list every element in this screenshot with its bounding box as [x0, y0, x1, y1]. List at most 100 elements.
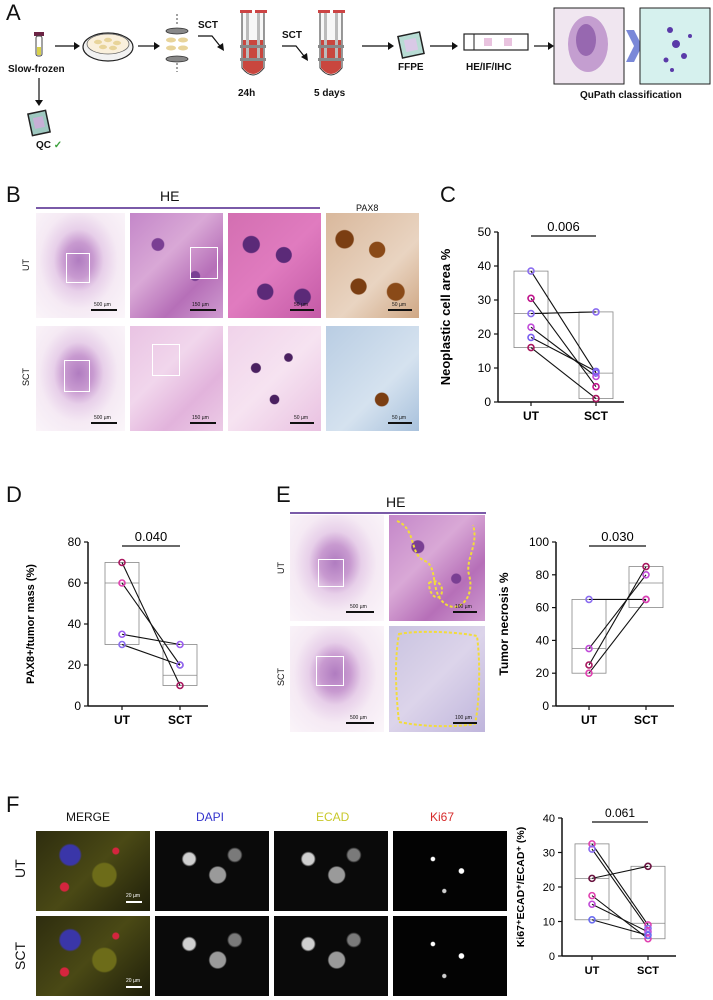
ffpe-block-icon [397, 31, 425, 59]
data-point-ut [527, 333, 535, 342]
tissue-slices-icon [165, 14, 189, 72]
check-icon: ✓ [53, 140, 63, 151]
scale-label: 50 µm [392, 302, 406, 308]
if-ki67-sct [393, 916, 507, 996]
y-axis-label: Ki67⁺ECAD⁺/ECAD⁺ (%) [515, 827, 527, 947]
pair-line [530, 347, 597, 400]
he-micrograph-ut-low: 500 µm [36, 213, 125, 318]
arrow-icon [138, 42, 160, 50]
panel-label-d: D [6, 482, 22, 507]
row-label-ut-e: UT [276, 562, 286, 574]
zoom-box [64, 360, 90, 392]
sct-label-top: SCT [198, 20, 218, 31]
x-tick-label: SCT [637, 965, 659, 977]
y-tick-label: 60 [536, 601, 550, 615]
pax8-title: PAX8 [356, 203, 379, 213]
row-label-sct-f: SCT [12, 942, 28, 970]
label-24h: 24h [238, 88, 256, 99]
scale-label: 500 µm [350, 604, 367, 610]
data-point-sct [176, 640, 184, 649]
data-point-ut [527, 343, 535, 352]
pax8-micrograph-sct: 50 µm [326, 326, 419, 431]
he-micrograph-e-sct-high: 100 µm [389, 626, 485, 732]
stain-label: HE/IF/IHC [466, 62, 512, 73]
data-point-ut [527, 294, 535, 303]
y-tick-label: 20 [543, 882, 555, 894]
x-tick-label: UT [585, 965, 600, 977]
pair-line [530, 270, 597, 374]
he-title-e: HE [386, 494, 406, 510]
he-micrograph-e-sct-low: 500 µm [290, 626, 384, 732]
pair-line [591, 843, 649, 926]
scale-bar [346, 611, 374, 613]
he-micrograph-ut-high: 50 µm [228, 213, 321, 318]
pair-line [588, 599, 647, 674]
pair-line [588, 574, 647, 649]
scale-bar [91, 309, 117, 311]
chart-ki67-ecad: 0 10 20 30 40 UT SCT Ki67⁺ECAD⁺/ECAD⁺ (%) 0.061 [515, 806, 676, 977]
scale-bar [290, 422, 314, 424]
scale-bar [290, 309, 314, 311]
data-point-ut [527, 267, 535, 275]
y-tick-label: 0 [74, 699, 81, 713]
pair-line [591, 895, 649, 940]
if-ecad-sct [274, 916, 388, 996]
arrow-down-icon [35, 78, 43, 106]
he-micrograph-sct-high: 50 µm [228, 326, 321, 431]
slow-frozen-label: Slow-frozen [8, 64, 65, 75]
vial-icon [34, 32, 44, 57]
pair-line [591, 919, 649, 936]
scale-label: 150 µm [192, 415, 209, 421]
data-point-sct [592, 367, 600, 376]
scale-label: 20 µm [126, 978, 140, 984]
pair-line [530, 336, 597, 372]
scale-bar [190, 422, 216, 424]
y-tick-label: 0 [484, 395, 491, 409]
channel-label-ki67: Ki67 [430, 810, 455, 824]
y-tick-label: 80 [68, 535, 82, 549]
chart-tumor-necrosis: 0 20 40 60 80 100 UT SCT Tumor necrosis % 0.030 [497, 529, 674, 727]
pair-line [588, 566, 647, 666]
row-label-ut-f: UT [12, 859, 28, 878]
y-tick-label: 50 [478, 225, 492, 239]
if-dapi-ut [155, 831, 269, 911]
p-value: 0.006 [547, 219, 580, 234]
data-point-sct [644, 928, 652, 936]
data-point-sct [176, 681, 184, 690]
he-micrograph-ut-mid: 150 µm [130, 213, 223, 318]
y-tick-label: 30 [478, 293, 492, 307]
data-point-ut [588, 874, 596, 883]
y-tick-label: 40 [478, 259, 492, 273]
data-point-ut [118, 630, 126, 639]
petri-dish-icon [82, 32, 134, 62]
scale-label: 50 µm [294, 415, 308, 421]
data-point-ut [527, 309, 535, 318]
row-label-sct-e: SCT [276, 668, 286, 686]
slide-icon [27, 109, 51, 137]
if-ecad-ut [274, 831, 388, 911]
chart-pax8-tumor-mass: 0 20 40 60 80 UT SCT PAX8+/tumor mass (%) 0.040 [25, 529, 208, 727]
data-point-ut [585, 669, 593, 677]
zoom-box [190, 247, 218, 279]
bioreactor-tube-icon [318, 10, 345, 76]
sct-label-mid: SCT [282, 30, 302, 41]
bioreactor-tube-icon [240, 10, 267, 76]
y-axis-label: PAX8+/tumor mass (%) [25, 564, 37, 684]
data-point-sct [642, 570, 650, 579]
if-dapi-sct [155, 916, 269, 996]
x-tick-label: UT [581, 713, 598, 727]
data-point-ut [588, 900, 596, 909]
data-point-ut [585, 595, 593, 604]
data-point-ut [588, 915, 596, 924]
row-label-sct-b: SCT [21, 368, 31, 386]
channel-label-dapi: DAPI [196, 810, 225, 824]
data-point-sct [176, 661, 184, 669]
arrow-icon [430, 42, 458, 50]
data-point-sct [644, 934, 652, 943]
y-tick-label: 10 [478, 361, 492, 375]
y-tick-label: 20 [536, 666, 550, 680]
channel-label-ecad: ECAD [316, 810, 350, 824]
qupath-image-he [553, 7, 625, 85]
if-merge-ut: 20 µm [36, 831, 150, 911]
if-ki67-ut [393, 831, 507, 911]
